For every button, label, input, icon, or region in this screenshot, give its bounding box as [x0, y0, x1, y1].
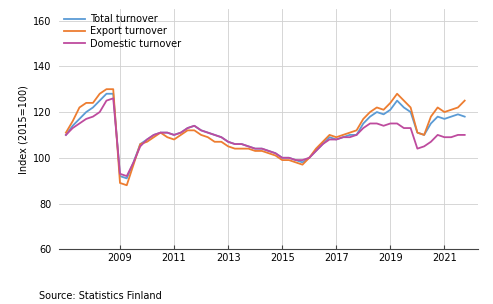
Domestic turnover	[63, 133, 69, 137]
Total turnover	[63, 133, 69, 137]
Export turnover	[191, 129, 197, 132]
Domestic turnover	[178, 131, 184, 134]
Export turnover	[144, 140, 150, 143]
Total turnover	[104, 92, 109, 95]
Line: Domestic turnover: Domestic turnover	[66, 98, 465, 176]
Legend: Total turnover, Export turnover, Domestic turnover: Total turnover, Export turnover, Domesti…	[62, 12, 183, 51]
Line: Export turnover: Export turnover	[66, 89, 465, 185]
Total turnover	[191, 124, 197, 128]
Export turnover	[178, 133, 184, 137]
Y-axis label: Index (2015=100): Index (2015=100)	[19, 85, 29, 174]
Domestic turnover	[211, 133, 217, 137]
Export turnover	[205, 135, 211, 139]
Total turnover	[144, 138, 150, 141]
Total turnover	[124, 177, 130, 180]
Domestic turnover	[191, 124, 197, 128]
Total turnover	[326, 135, 332, 139]
Export turnover	[462, 99, 468, 102]
Total turnover	[211, 133, 217, 137]
Export turnover	[326, 133, 332, 137]
Domestic turnover	[326, 138, 332, 141]
Domestic turnover	[205, 131, 211, 134]
Export turnover	[63, 131, 69, 134]
Export turnover	[124, 183, 130, 187]
Domestic turnover	[462, 133, 468, 137]
Total turnover	[178, 131, 184, 134]
Total turnover	[205, 131, 211, 134]
Domestic turnover	[110, 96, 116, 100]
Total turnover	[462, 115, 468, 119]
Domestic turnover	[144, 138, 150, 141]
Line: Total turnover: Total turnover	[66, 94, 465, 178]
Export turnover	[211, 140, 217, 143]
Export turnover	[104, 87, 109, 91]
Text: Source: Statistics Finland: Source: Statistics Finland	[39, 291, 162, 301]
Domestic turnover	[124, 174, 130, 178]
